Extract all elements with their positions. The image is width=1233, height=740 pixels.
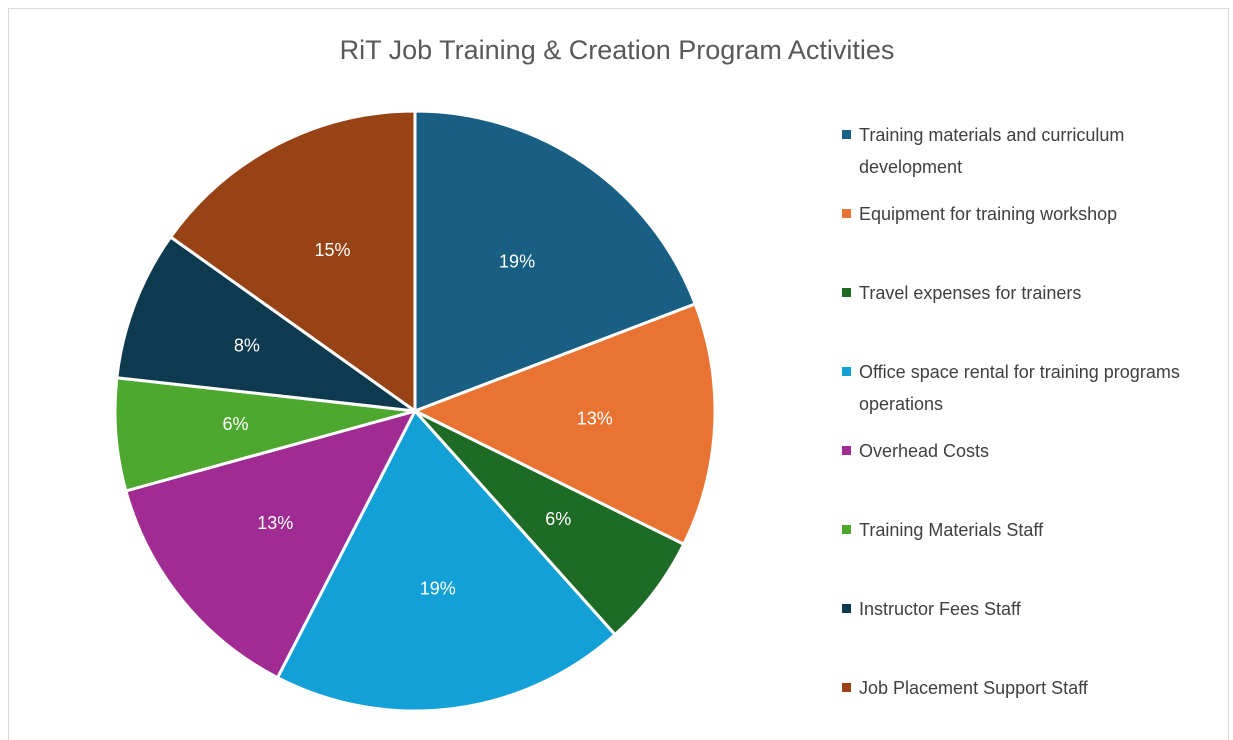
legend-item: Training materials and curriculum develo… — [838, 119, 1208, 183]
data-label: 19% — [499, 251, 535, 271]
data-label: 8% — [234, 336, 260, 356]
data-label: 6% — [223, 414, 249, 434]
legend-swatch — [842, 367, 851, 376]
legend-label: Training materials and curriculum develo… — [859, 125, 1125, 177]
data-label: 13% — [257, 513, 293, 533]
data-label: 6% — [545, 509, 571, 529]
chart-border — [8, 8, 1229, 740]
pie-slice — [168, 109, 417, 414]
legend-item: Job Placement Support Staff — [838, 672, 1208, 704]
pie-slice — [275, 408, 618, 713]
legend-item: Instructor Fees Staff — [838, 593, 1208, 625]
legend-swatch — [842, 604, 851, 613]
legend-swatch — [842, 525, 851, 534]
pie-slice — [115, 234, 421, 414]
legend-item: Office space rental for training program… — [838, 356, 1208, 420]
legend-item: Overhead Costs — [838, 435, 1208, 467]
legend-label: Instructor Fees Staff — [859, 599, 1021, 619]
data-label: 15% — [315, 240, 351, 260]
legend-swatch — [842, 209, 851, 218]
pie-slice — [124, 408, 418, 680]
legend-label: Training Materials Staff — [859, 520, 1044, 540]
legend-swatch — [842, 683, 851, 692]
legend-swatch — [842, 446, 851, 455]
legend-label: Job Placement Support Staff — [859, 678, 1088, 698]
legend-label: Office space rental for training program… — [859, 362, 1180, 414]
legend-item: Travel expenses for trainers — [838, 277, 1208, 309]
chart-title: RiT Job Training & Creation Program Acti… — [340, 35, 895, 65]
legend-label: Equipment for training workshop — [859, 204, 1118, 224]
pie-slice — [411, 301, 717, 547]
data-label: 19% — [420, 578, 456, 598]
legend-label: Travel expenses for trainers — [859, 283, 1082, 303]
legend-item: Training Materials Staff — [838, 514, 1208, 546]
legend-label: Overhead Costs — [859, 441, 990, 461]
legend-item: Equipment for training workshop — [838, 198, 1208, 230]
pie-slice — [413, 109, 698, 414]
legend-swatch — [842, 288, 851, 297]
data-label: 13% — [577, 408, 613, 428]
legend-swatch — [842, 130, 851, 139]
